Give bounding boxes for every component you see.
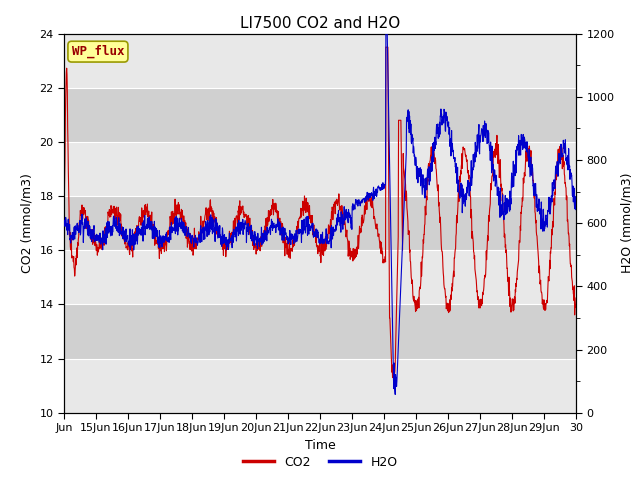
Bar [64, 359, 576, 413]
Bar [64, 196, 576, 250]
Bar [64, 88, 576, 142]
Title: LI7500 CO2 and H2O: LI7500 CO2 and H2O [240, 16, 400, 31]
Bar [64, 250, 576, 304]
Bar [64, 34, 576, 88]
Text: WP_flux: WP_flux [72, 45, 124, 58]
Legend: CO2, H2O: CO2, H2O [237, 451, 403, 474]
Y-axis label: CO2 (mmol/m3): CO2 (mmol/m3) [20, 173, 34, 273]
Bar [64, 304, 576, 359]
Y-axis label: H2O (mmol/m3): H2O (mmol/m3) [620, 173, 633, 274]
Bar [64, 142, 576, 196]
X-axis label: Time: Time [305, 439, 335, 452]
